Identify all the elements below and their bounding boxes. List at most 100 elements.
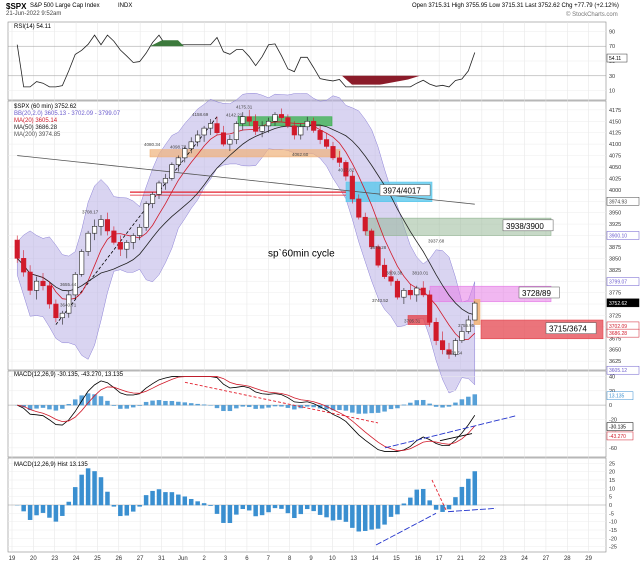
macd-hist-bar bbox=[201, 404, 207, 406]
annotation-bg bbox=[502, 219, 554, 232]
macd-hist-bar bbox=[279, 405, 284, 407]
macd-hist-bar bbox=[337, 405, 342, 411]
hist-bar bbox=[362, 505, 368, 531]
macd-hist-bar bbox=[311, 405, 316, 408]
candle-body bbox=[439, 340, 446, 351]
candle-body bbox=[433, 322, 439, 341]
hist-bar bbox=[388, 505, 394, 517]
hist-tick-label: 15 bbox=[609, 478, 615, 484]
macd-hist-bar bbox=[240, 405, 246, 407]
x-tick-label: 21 bbox=[457, 556, 464, 562]
hist-bar bbox=[47, 505, 52, 518]
rsi-last-value: 54.11 bbox=[609, 56, 621, 62]
candle-body bbox=[472, 302, 478, 321]
candle-body bbox=[150, 194, 156, 204]
y-tick-label: 4125 bbox=[609, 131, 621, 137]
y-tick-label: 3950 bbox=[609, 211, 621, 217]
macd-hist-bar bbox=[304, 405, 310, 407]
price-tag-bg bbox=[606, 277, 640, 286]
hist-bar bbox=[324, 505, 329, 518]
price-tag: 3799.07 bbox=[609, 280, 627, 286]
price-tag: 3605.12 bbox=[609, 368, 627, 374]
macd-hist-bar bbox=[246, 405, 252, 408]
box-orange bbox=[149, 149, 341, 158]
hist-bar bbox=[253, 505, 258, 517]
bar-value-label: 3705.31 bbox=[404, 318, 421, 323]
x-tick-label: 27 bbox=[543, 556, 550, 562]
x-tick-label: 28 bbox=[564, 556, 571, 562]
macd-hist-bar bbox=[298, 405, 304, 409]
macd-hist-bar bbox=[27, 405, 33, 411]
hist-bar bbox=[66, 501, 72, 506]
candle-body bbox=[162, 178, 168, 184]
rsi-tick-label: 70 bbox=[609, 44, 615, 50]
macd-hist-bar bbox=[324, 405, 329, 410]
hist-tick-label: -5 bbox=[609, 511, 614, 517]
hist-blue-trendline bbox=[375, 512, 437, 546]
x-tick-label: 13 bbox=[350, 556, 357, 562]
macd-hist-bar bbox=[111, 405, 117, 406]
x-tick-label: Jun bbox=[178, 556, 188, 562]
macd-hist-bar bbox=[395, 405, 400, 409]
price-tag-bg bbox=[606, 328, 640, 338]
hist-bar bbox=[163, 492, 168, 506]
candle-body bbox=[27, 271, 33, 291]
hist-bar bbox=[169, 492, 175, 506]
y-tick-label: 3875 bbox=[609, 245, 621, 251]
candle-body bbox=[72, 274, 78, 296]
candle-body bbox=[227, 139, 233, 145]
macd-price-tag: 13.135 bbox=[609, 394, 625, 400]
candle-body bbox=[240, 116, 246, 124]
candle-body bbox=[414, 287, 420, 296]
hist-bar bbox=[369, 505, 374, 530]
x-tick-label: 20 bbox=[30, 556, 37, 562]
candle-body bbox=[272, 114, 278, 122]
exchange-label: INDX bbox=[118, 3, 133, 9]
hist-bar bbox=[382, 505, 387, 525]
macd-tick-label: -20 bbox=[609, 417, 617, 423]
x-tick-label: 7 bbox=[267, 556, 271, 562]
candle-body bbox=[137, 226, 143, 236]
hist-bar bbox=[40, 505, 46, 513]
price-tag: 3752.62 bbox=[609, 301, 627, 307]
hist-bar bbox=[221, 505, 226, 523]
rsi-line bbox=[16, 34, 476, 88]
candle-body bbox=[446, 349, 452, 355]
bar-value-label: 3937.68 bbox=[428, 238, 445, 243]
y-tick-label: 3775 bbox=[609, 291, 621, 297]
x-tick-label: 17 bbox=[436, 556, 443, 562]
macd-hist-bar bbox=[221, 405, 226, 412]
macd-hist-bar bbox=[130, 405, 136, 408]
macd-hist-bar bbox=[427, 403, 432, 406]
y-tick-label: 4075 bbox=[609, 154, 621, 160]
price-tag: 3900.10 bbox=[609, 233, 627, 239]
macd-hist-bar bbox=[272, 405, 278, 407]
macd-black-segment bbox=[439, 433, 473, 442]
bar-value-label: 4158.69 bbox=[192, 112, 209, 117]
hist-bar bbox=[34, 505, 39, 516]
annotation-label: 3715/3674 bbox=[549, 325, 587, 334]
macd-hist-bar bbox=[143, 401, 149, 406]
hist-bar bbox=[105, 491, 110, 506]
hist-bar bbox=[21, 505, 26, 512]
macd-tick-label: 0 bbox=[609, 403, 612, 409]
hist-bar bbox=[304, 505, 310, 510]
hist-bar bbox=[285, 505, 291, 514]
hist-bar bbox=[150, 490, 155, 506]
macd-hist-bar bbox=[40, 405, 46, 408]
hist-bar bbox=[440, 505, 445, 512]
hist-tick-label: -10 bbox=[609, 520, 617, 526]
price-tag-bg bbox=[606, 298, 640, 308]
hist-bar bbox=[446, 505, 452, 510]
hist-bar bbox=[118, 505, 123, 517]
bar-value-label: 3755.95 bbox=[458, 323, 475, 328]
y-tick-label: 4175 bbox=[609, 108, 621, 114]
hist-bar bbox=[453, 497, 458, 506]
bar-value-label: 4098.73 bbox=[170, 145, 187, 150]
watermark: © StockCharts.com bbox=[566, 12, 618, 18]
hist-bar bbox=[266, 505, 271, 513]
hist-bar bbox=[92, 471, 97, 506]
hist-bar bbox=[176, 494, 181, 506]
hist-bar bbox=[259, 505, 265, 516]
candle-body bbox=[349, 175, 355, 200]
